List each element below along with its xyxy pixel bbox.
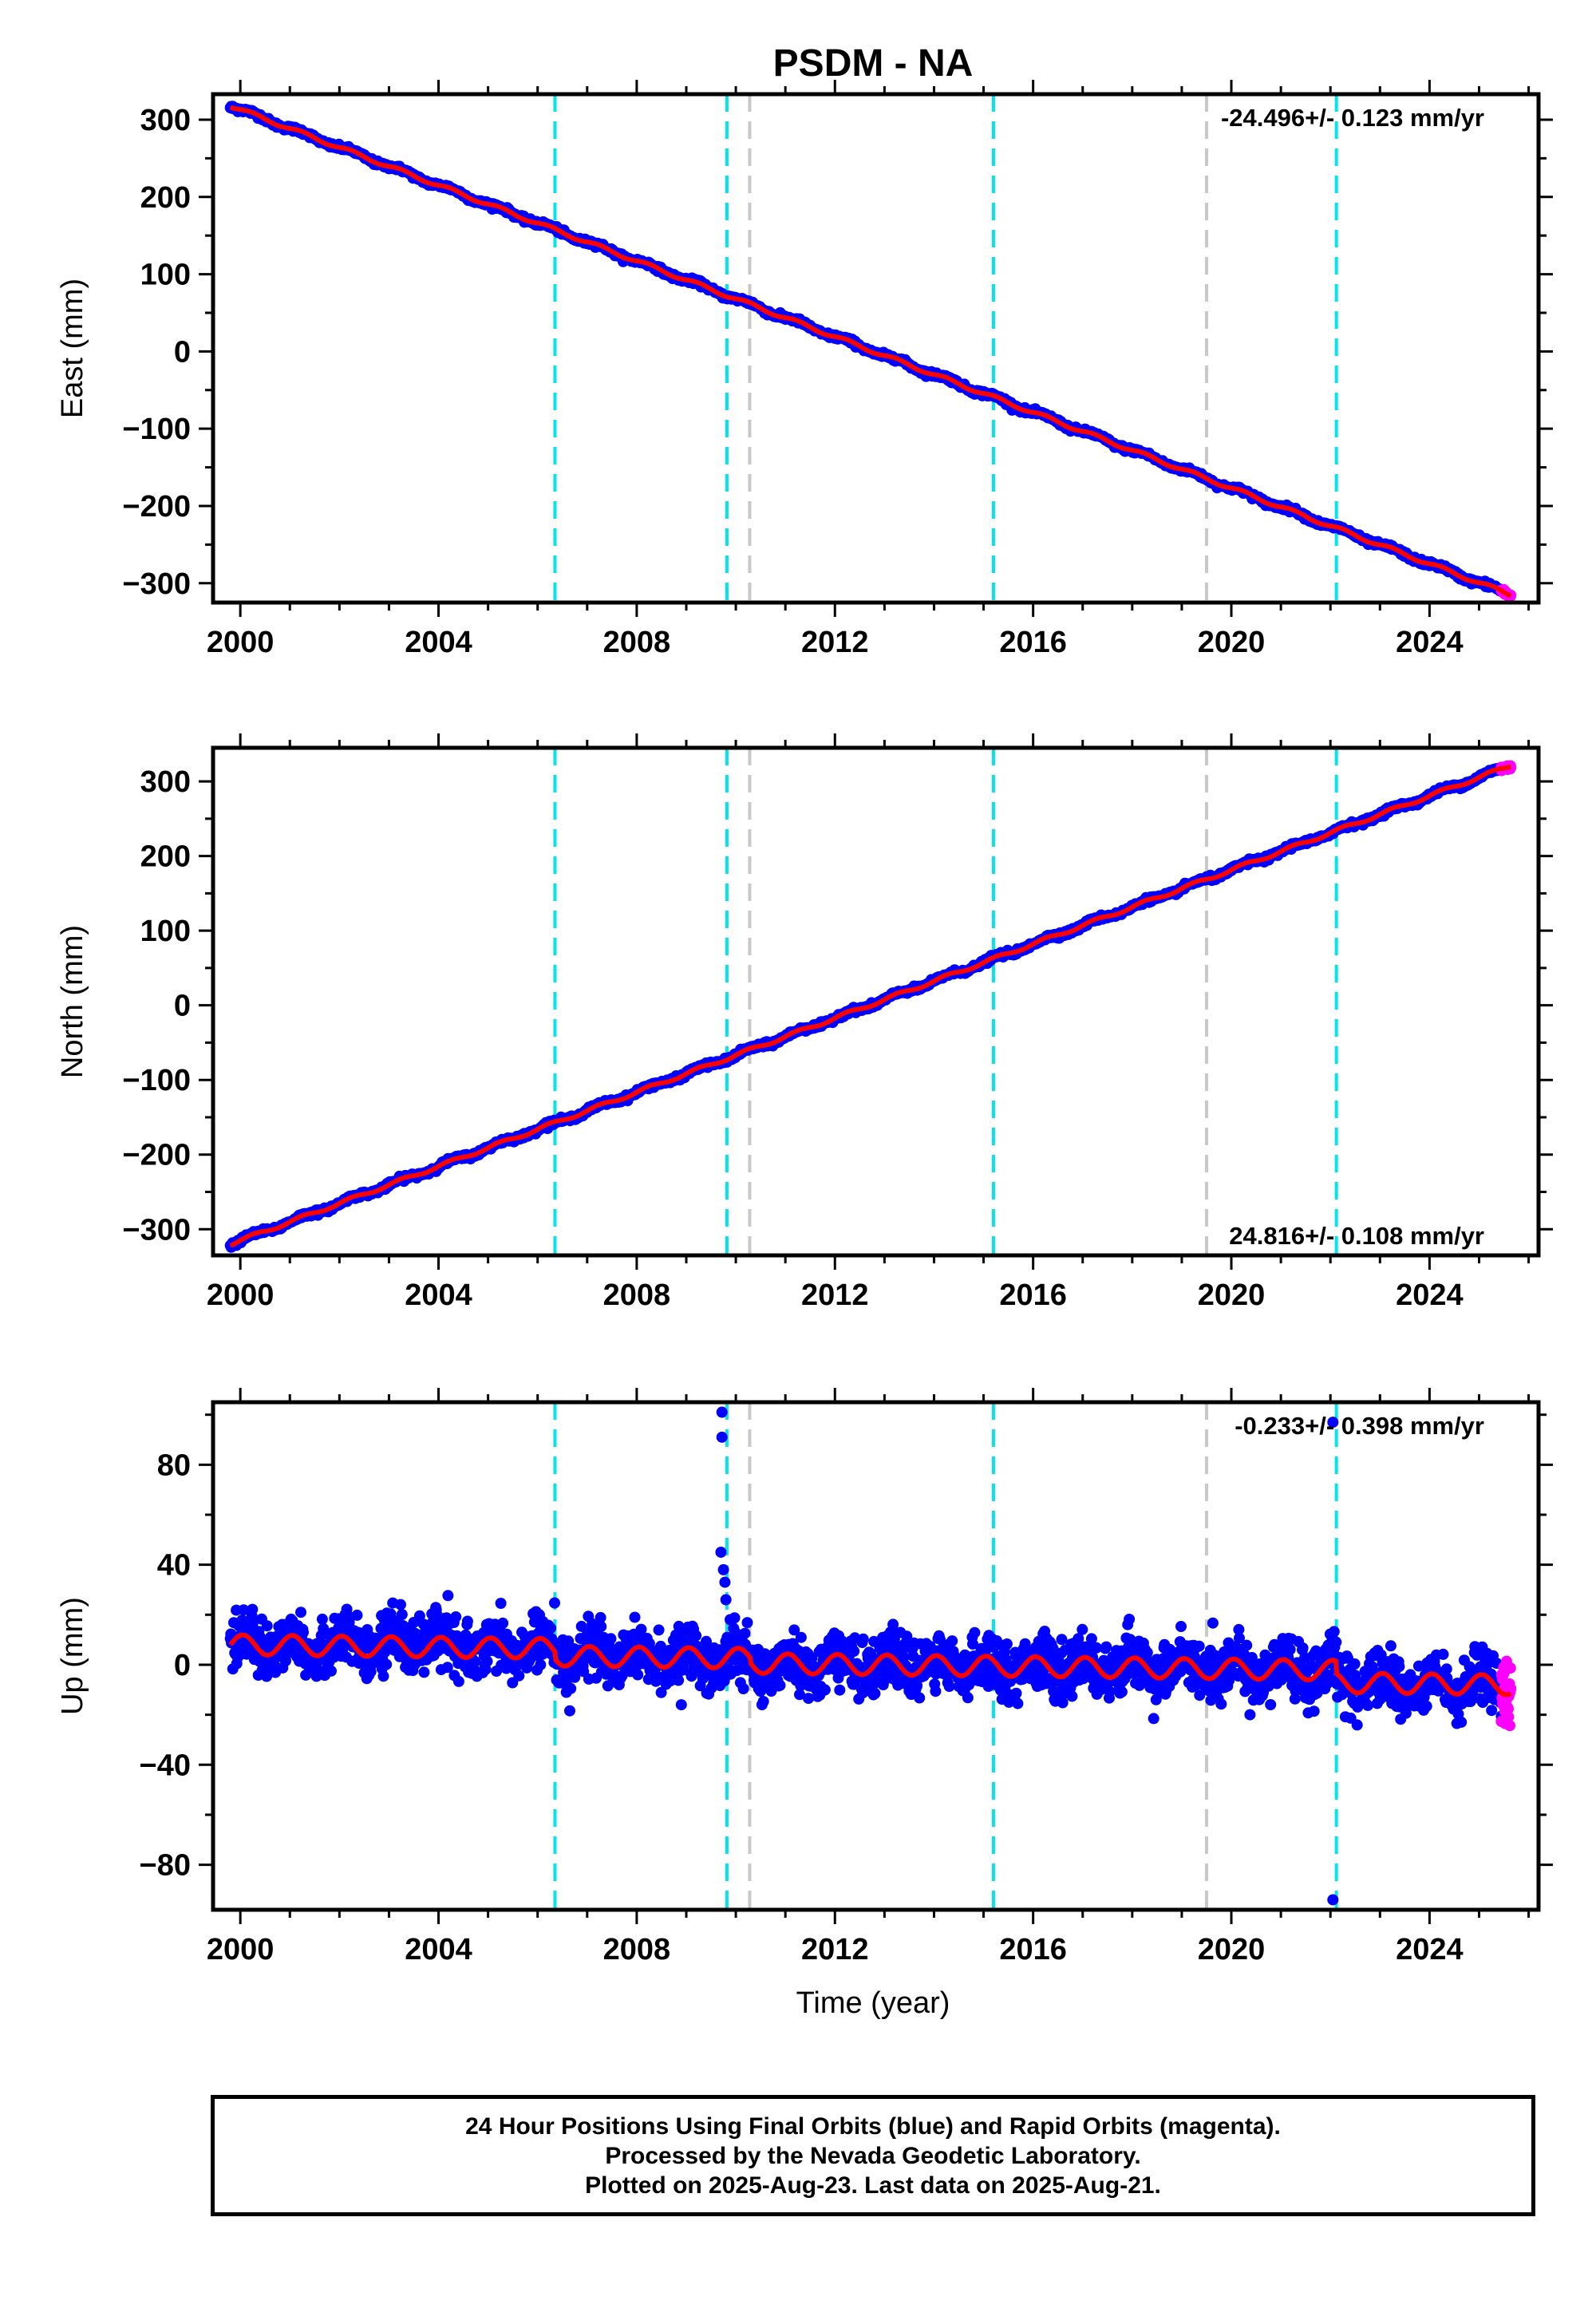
plot-area-up: [224, 1402, 1517, 1910]
data-point: [729, 1612, 741, 1624]
x-tick-label: 2024: [1396, 1279, 1464, 1312]
data-point: [377, 1670, 389, 1682]
y-tick-label: 200: [140, 840, 191, 874]
x-tick-label: 2008: [603, 626, 671, 659]
data-point: [549, 1597, 560, 1609]
data-point: [442, 1590, 454, 1602]
data-point: [395, 1599, 406, 1611]
x-tick-label: 2024: [1396, 626, 1464, 659]
x-tick-label: 2012: [801, 1279, 869, 1312]
plot-area-east: [224, 94, 1517, 603]
chart-title: PSDM - NA: [773, 42, 974, 85]
data-point: [396, 1609, 408, 1620]
model-curve-east: [229, 105, 1512, 599]
data-point: [381, 1658, 393, 1670]
data-point: [452, 1675, 464, 1687]
data-point: [673, 1674, 685, 1686]
data-point: [737, 1683, 749, 1694]
data-point: [418, 1666, 430, 1678]
y-tick-label: −200: [122, 1139, 191, 1172]
x-tick-label: 2016: [999, 1279, 1067, 1312]
data-point: [739, 1627, 751, 1639]
data-point: [326, 1665, 337, 1677]
x-tick-label: 2004: [405, 626, 472, 659]
data-point: [834, 1684, 846, 1696]
data-point: [261, 1620, 273, 1632]
x-tick-label: 2008: [603, 1279, 671, 1312]
plot-area-north: [224, 748, 1517, 1255]
y-tick-label: 100: [140, 259, 191, 292]
x-tick-label: 2000: [207, 626, 275, 659]
data-point: [495, 1598, 507, 1609]
data-point: [481, 1655, 493, 1667]
x-tick-label: 2000: [207, 1279, 275, 1312]
data-point: [757, 1696, 769, 1707]
data-point: [605, 1633, 617, 1645]
data-point: [497, 1617, 509, 1629]
panel-north: 2000 2004 2008 2012 2016 2020 2024 300 200 100 0 −1…: [56, 733, 1553, 1312]
data-point: [774, 1679, 786, 1691]
y-tick-label: −100: [122, 413, 191, 446]
data-point: [795, 1631, 807, 1643]
data-point: [741, 1617, 753, 1629]
data-point: [295, 1607, 306, 1618]
y-tick-label: −300: [122, 1213, 191, 1247]
panel-up: 2000 2004 2008 2012 2016 2020 202480400−40−80U…: [56, 1388, 1553, 1966]
data-point: [461, 1615, 473, 1627]
y-tick-label: 300: [140, 765, 191, 799]
data-point: [848, 1646, 860, 1657]
x-tick-label: 2004: [405, 1279, 472, 1312]
x-tick-label: 2012: [801, 626, 869, 659]
panel-east: 2000 2004 2008 2012 2016 2020 2024 300 200 100 0 −1…: [56, 80, 1553, 659]
data-point: [535, 1659, 547, 1670]
data-point: [595, 1621, 607, 1633]
y-tick-label: 100: [140, 915, 191, 948]
y-tick-label: 300: [140, 104, 191, 137]
rate-label-east: -24.496+/- 0.123 mm/yr: [1221, 104, 1484, 132]
data-point: [629, 1611, 641, 1623]
data-point: [450, 1611, 462, 1622]
data-point: [316, 1613, 328, 1625]
data-point: [351, 1609, 363, 1621]
rate-label-north: 24.816+/- 0.108 mm/yr: [1229, 1222, 1484, 1250]
data-point: [819, 1684, 831, 1696]
data-point: [247, 1603, 259, 1615]
data-point: [564, 1705, 575, 1717]
y-axis-label-north: North (mm): [56, 925, 89, 1078]
data-point: [632, 1669, 644, 1681]
data-point: [513, 1670, 525, 1682]
data-point: [690, 1630, 702, 1642]
data-point: [565, 1682, 577, 1694]
x-tick-label: 2016: [999, 626, 1067, 659]
data-point: [803, 1693, 815, 1705]
y-tick-label: 0: [174, 990, 191, 1023]
panel-frame-east: [211, 92, 1541, 605]
y-tick-label: 200: [140, 181, 191, 215]
y-tick-label: −200: [122, 490, 191, 524]
x-tick-label: 2020: [1198, 626, 1266, 659]
data-point: [653, 1624, 665, 1636]
data-point: [545, 1622, 557, 1634]
y-tick-label: −300: [122, 567, 191, 601]
y-tick-label: −100: [122, 1064, 191, 1097]
y-tick-label: 0: [174, 335, 191, 369]
model-curve-north: [229, 764, 1511, 1248]
y-axis-label-east: East (mm): [56, 279, 89, 418]
x-tick-label: 2020: [1198, 1279, 1266, 1312]
data-point: [857, 1633, 869, 1645]
